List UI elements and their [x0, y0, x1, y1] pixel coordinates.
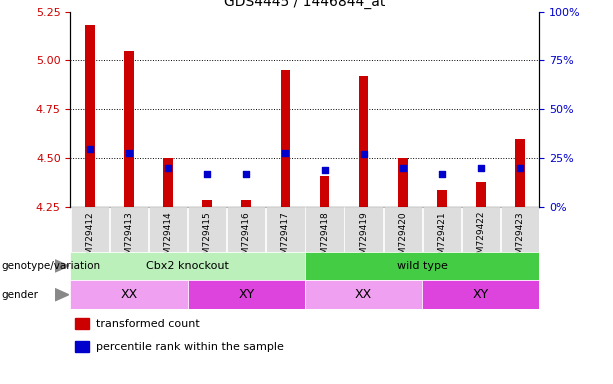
- Polygon shape: [55, 260, 69, 272]
- Bar: [202, 200, 212, 207]
- Text: GSM729413: GSM729413: [124, 211, 134, 266]
- Text: Cbx2 knockout: Cbx2 knockout: [147, 261, 229, 271]
- FancyBboxPatch shape: [422, 207, 461, 252]
- Bar: [163, 159, 173, 207]
- Text: XY: XY: [238, 288, 254, 301]
- Text: XX: XX: [121, 288, 138, 301]
- Text: GSM729415: GSM729415: [203, 211, 211, 266]
- Point: [515, 165, 525, 171]
- Title: GDS4445 / 1446844_at: GDS4445 / 1446844_at: [224, 0, 386, 9]
- Bar: [75, 318, 89, 329]
- Bar: [124, 51, 134, 207]
- FancyBboxPatch shape: [462, 207, 500, 252]
- Bar: [515, 139, 525, 207]
- Bar: [305, 252, 539, 280]
- Point: [437, 171, 447, 177]
- Text: GSM729412: GSM729412: [86, 211, 94, 265]
- Point: [85, 146, 95, 152]
- FancyBboxPatch shape: [71, 207, 109, 252]
- Text: XY: XY: [473, 288, 489, 301]
- FancyBboxPatch shape: [501, 207, 539, 252]
- Point: [124, 149, 134, 156]
- Text: GSM729417: GSM729417: [281, 211, 290, 266]
- FancyBboxPatch shape: [266, 207, 305, 252]
- Bar: [359, 76, 368, 207]
- Bar: [75, 341, 89, 352]
- Point: [359, 151, 368, 157]
- Point: [476, 165, 485, 171]
- Polygon shape: [55, 289, 69, 301]
- Text: transformed count: transformed count: [96, 319, 200, 329]
- Text: GSM729414: GSM729414: [164, 211, 173, 265]
- Bar: [422, 280, 539, 309]
- FancyBboxPatch shape: [110, 207, 148, 252]
- Bar: [476, 182, 485, 207]
- FancyBboxPatch shape: [305, 207, 344, 252]
- Text: gender: gender: [1, 290, 38, 300]
- Text: GSM729418: GSM729418: [320, 211, 329, 266]
- FancyBboxPatch shape: [345, 207, 383, 252]
- Point: [319, 167, 329, 173]
- Bar: [85, 25, 95, 207]
- Bar: [70, 280, 188, 309]
- Text: XX: XX: [355, 288, 372, 301]
- Point: [202, 171, 212, 177]
- Bar: [188, 280, 305, 309]
- Text: GSM729423: GSM729423: [516, 211, 524, 265]
- Bar: [305, 280, 422, 309]
- Bar: [70, 252, 305, 280]
- Text: GSM729420: GSM729420: [398, 211, 407, 265]
- FancyBboxPatch shape: [227, 207, 265, 252]
- Point: [281, 149, 291, 156]
- Text: GSM729419: GSM729419: [359, 211, 368, 266]
- Point: [163, 165, 173, 171]
- Text: wild type: wild type: [397, 261, 447, 271]
- FancyBboxPatch shape: [149, 207, 188, 252]
- Text: GSM729422: GSM729422: [476, 211, 485, 265]
- Bar: [281, 70, 291, 207]
- FancyBboxPatch shape: [188, 207, 226, 252]
- Point: [242, 171, 251, 177]
- Text: genotype/variation: genotype/variation: [1, 261, 101, 271]
- Bar: [398, 159, 408, 207]
- Bar: [437, 190, 447, 207]
- Point: [398, 165, 408, 171]
- Text: percentile rank within the sample: percentile rank within the sample: [96, 342, 284, 352]
- Bar: [319, 176, 329, 207]
- Bar: [242, 200, 251, 207]
- FancyBboxPatch shape: [384, 207, 422, 252]
- Text: GSM729421: GSM729421: [437, 211, 446, 265]
- Text: GSM729416: GSM729416: [242, 211, 251, 266]
